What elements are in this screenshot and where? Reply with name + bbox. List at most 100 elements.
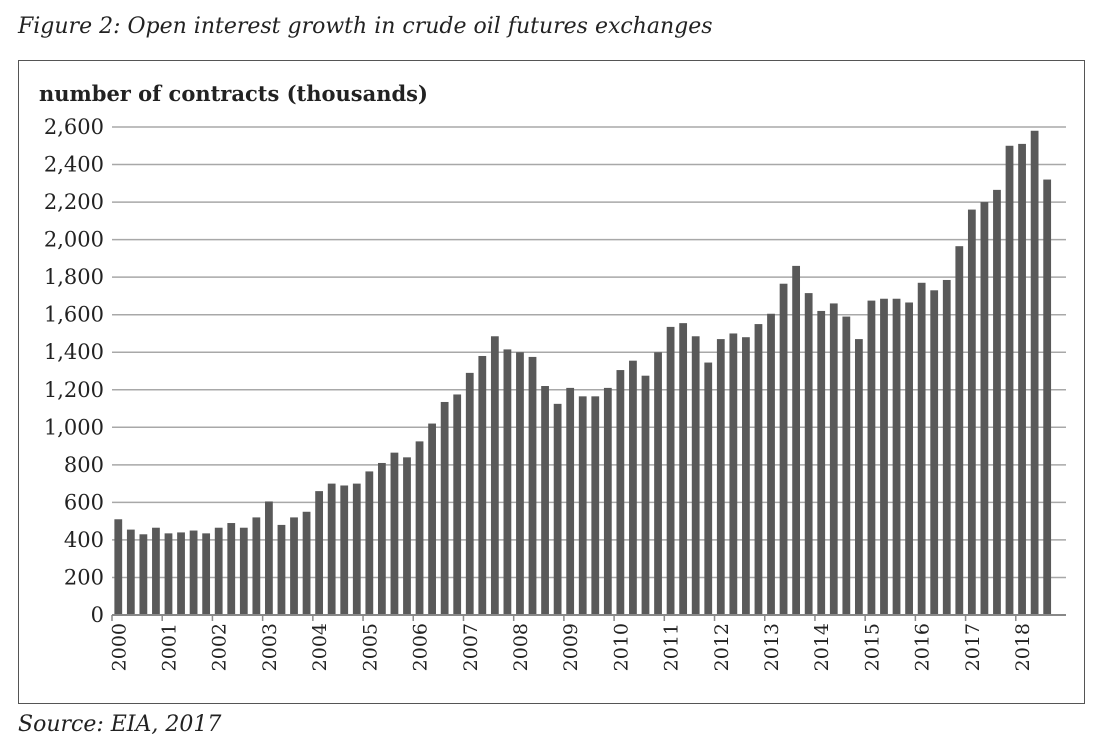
bar: [553, 403, 562, 615]
x-tick-label: 2002: [209, 623, 231, 671]
bar: [214, 527, 223, 615]
bar-series: [114, 130, 1052, 616]
bar: [603, 387, 612, 615]
bar: [189, 530, 198, 615]
bar: [352, 483, 361, 615]
bar: [842, 316, 851, 615]
y-tick-label: 1,000: [44, 415, 104, 439]
chart-frame: 0 200 400 600 800 1,000 1,200 1,400 1,600 1,800 2,…: [18, 60, 1085, 704]
bar: [817, 310, 826, 615]
bar: [164, 533, 173, 615]
bar: [315, 491, 324, 615]
x-tick-label: 2012: [711, 623, 733, 671]
x-tick-label: 2017: [962, 623, 984, 671]
y-tick-label: 1,400: [44, 340, 104, 364]
bar: [1043, 179, 1052, 616]
bar: [942, 279, 951, 615]
x-tick-label: 2010: [610, 623, 632, 671]
bar: [126, 529, 135, 615]
x-tick-label: 2011: [661, 623, 683, 671]
x-tick-label: 2005: [359, 623, 381, 671]
x-tick-label: 2013: [761, 623, 783, 671]
bar: [528, 356, 537, 615]
bar: [779, 283, 788, 615]
bar: [252, 517, 261, 615]
bar: [980, 202, 989, 616]
bar: [591, 396, 600, 615]
bar: [152, 527, 160, 615]
x-tick-label: 2000: [108, 623, 130, 671]
bar: [403, 457, 411, 615]
x-tick-label: 2004: [309, 623, 331, 671]
y-tick-label: 400: [64, 528, 104, 552]
bar: [578, 396, 587, 615]
bar: [327, 483, 336, 615]
bar: [1005, 145, 1014, 615]
bar: [967, 209, 976, 616]
bar: [867, 300, 876, 615]
y-tick-label: 1,200: [44, 378, 104, 402]
bar: [1018, 143, 1026, 615]
bar: [377, 462, 386, 615]
y-tick-label: 600: [64, 490, 104, 514]
bar: [691, 336, 700, 615]
bar: [415, 441, 424, 615]
bar: [729, 333, 738, 615]
figure-title: Figure 2: Open interest growth in crude …: [18, 14, 713, 39]
bar: [892, 298, 901, 615]
gridlines: [112, 126, 1066, 616]
x-tick-label: 2014: [811, 623, 833, 671]
bar: [666, 326, 675, 615]
y-tick-label: 2,200: [44, 190, 104, 214]
bar: [993, 189, 1001, 615]
bar: [478, 355, 487, 615]
bar: [754, 324, 763, 615]
x-tick-label: 2008: [510, 623, 532, 671]
bar: [854, 339, 863, 615]
y-tick-label: 2,600: [44, 115, 104, 139]
bar: [804, 293, 813, 615]
bar: [566, 387, 575, 615]
bar: [654, 352, 662, 615]
bar: [704, 362, 713, 615]
bar: [139, 534, 148, 615]
bar: [641, 375, 650, 615]
y-tick-label: 0: [91, 603, 104, 627]
bar: [792, 265, 801, 615]
y-tick-label: 2,400: [44, 153, 104, 177]
y-tick-label: 1,800: [44, 265, 104, 289]
bar-chart: 0 200 400 600 800 1,000 1,200 1,400 1,600 1,800 2,…: [39, 81, 1066, 671]
bar: [227, 523, 236, 615]
bar: [277, 524, 286, 615]
x-tick-label: 2006: [410, 623, 432, 671]
bar: [365, 471, 374, 615]
x-tick-label: 2009: [560, 623, 582, 671]
bar: [905, 302, 913, 615]
y-tick-label: 200: [64, 565, 104, 589]
bar: [490, 336, 499, 615]
x-tick-label: 2007: [460, 623, 482, 671]
x-tick-label: 2003: [259, 623, 281, 671]
bar: [516, 352, 524, 615]
bar: [177, 532, 185, 615]
bar: [955, 246, 964, 615]
bar: [428, 423, 436, 615]
bar: [265, 501, 273, 615]
bar: [742, 337, 750, 615]
bar: [930, 290, 939, 615]
x-tick-label: 2016: [912, 623, 934, 671]
source-note: Source: EIA, 2017: [18, 712, 222, 737]
bar: [453, 394, 462, 615]
bar: [302, 511, 311, 615]
x-tick-label: 2015: [861, 623, 883, 671]
bar: [503, 349, 512, 615]
bar: [114, 519, 123, 615]
y-axis-label: number of contracts (thousands): [39, 81, 428, 106]
bar: [616, 370, 625, 615]
x-tick-label: 2001: [158, 623, 180, 671]
bar: [629, 360, 637, 615]
bar: [290, 517, 298, 615]
bar: [716, 339, 725, 615]
bar: [465, 372, 474, 615]
bar: [340, 485, 349, 615]
